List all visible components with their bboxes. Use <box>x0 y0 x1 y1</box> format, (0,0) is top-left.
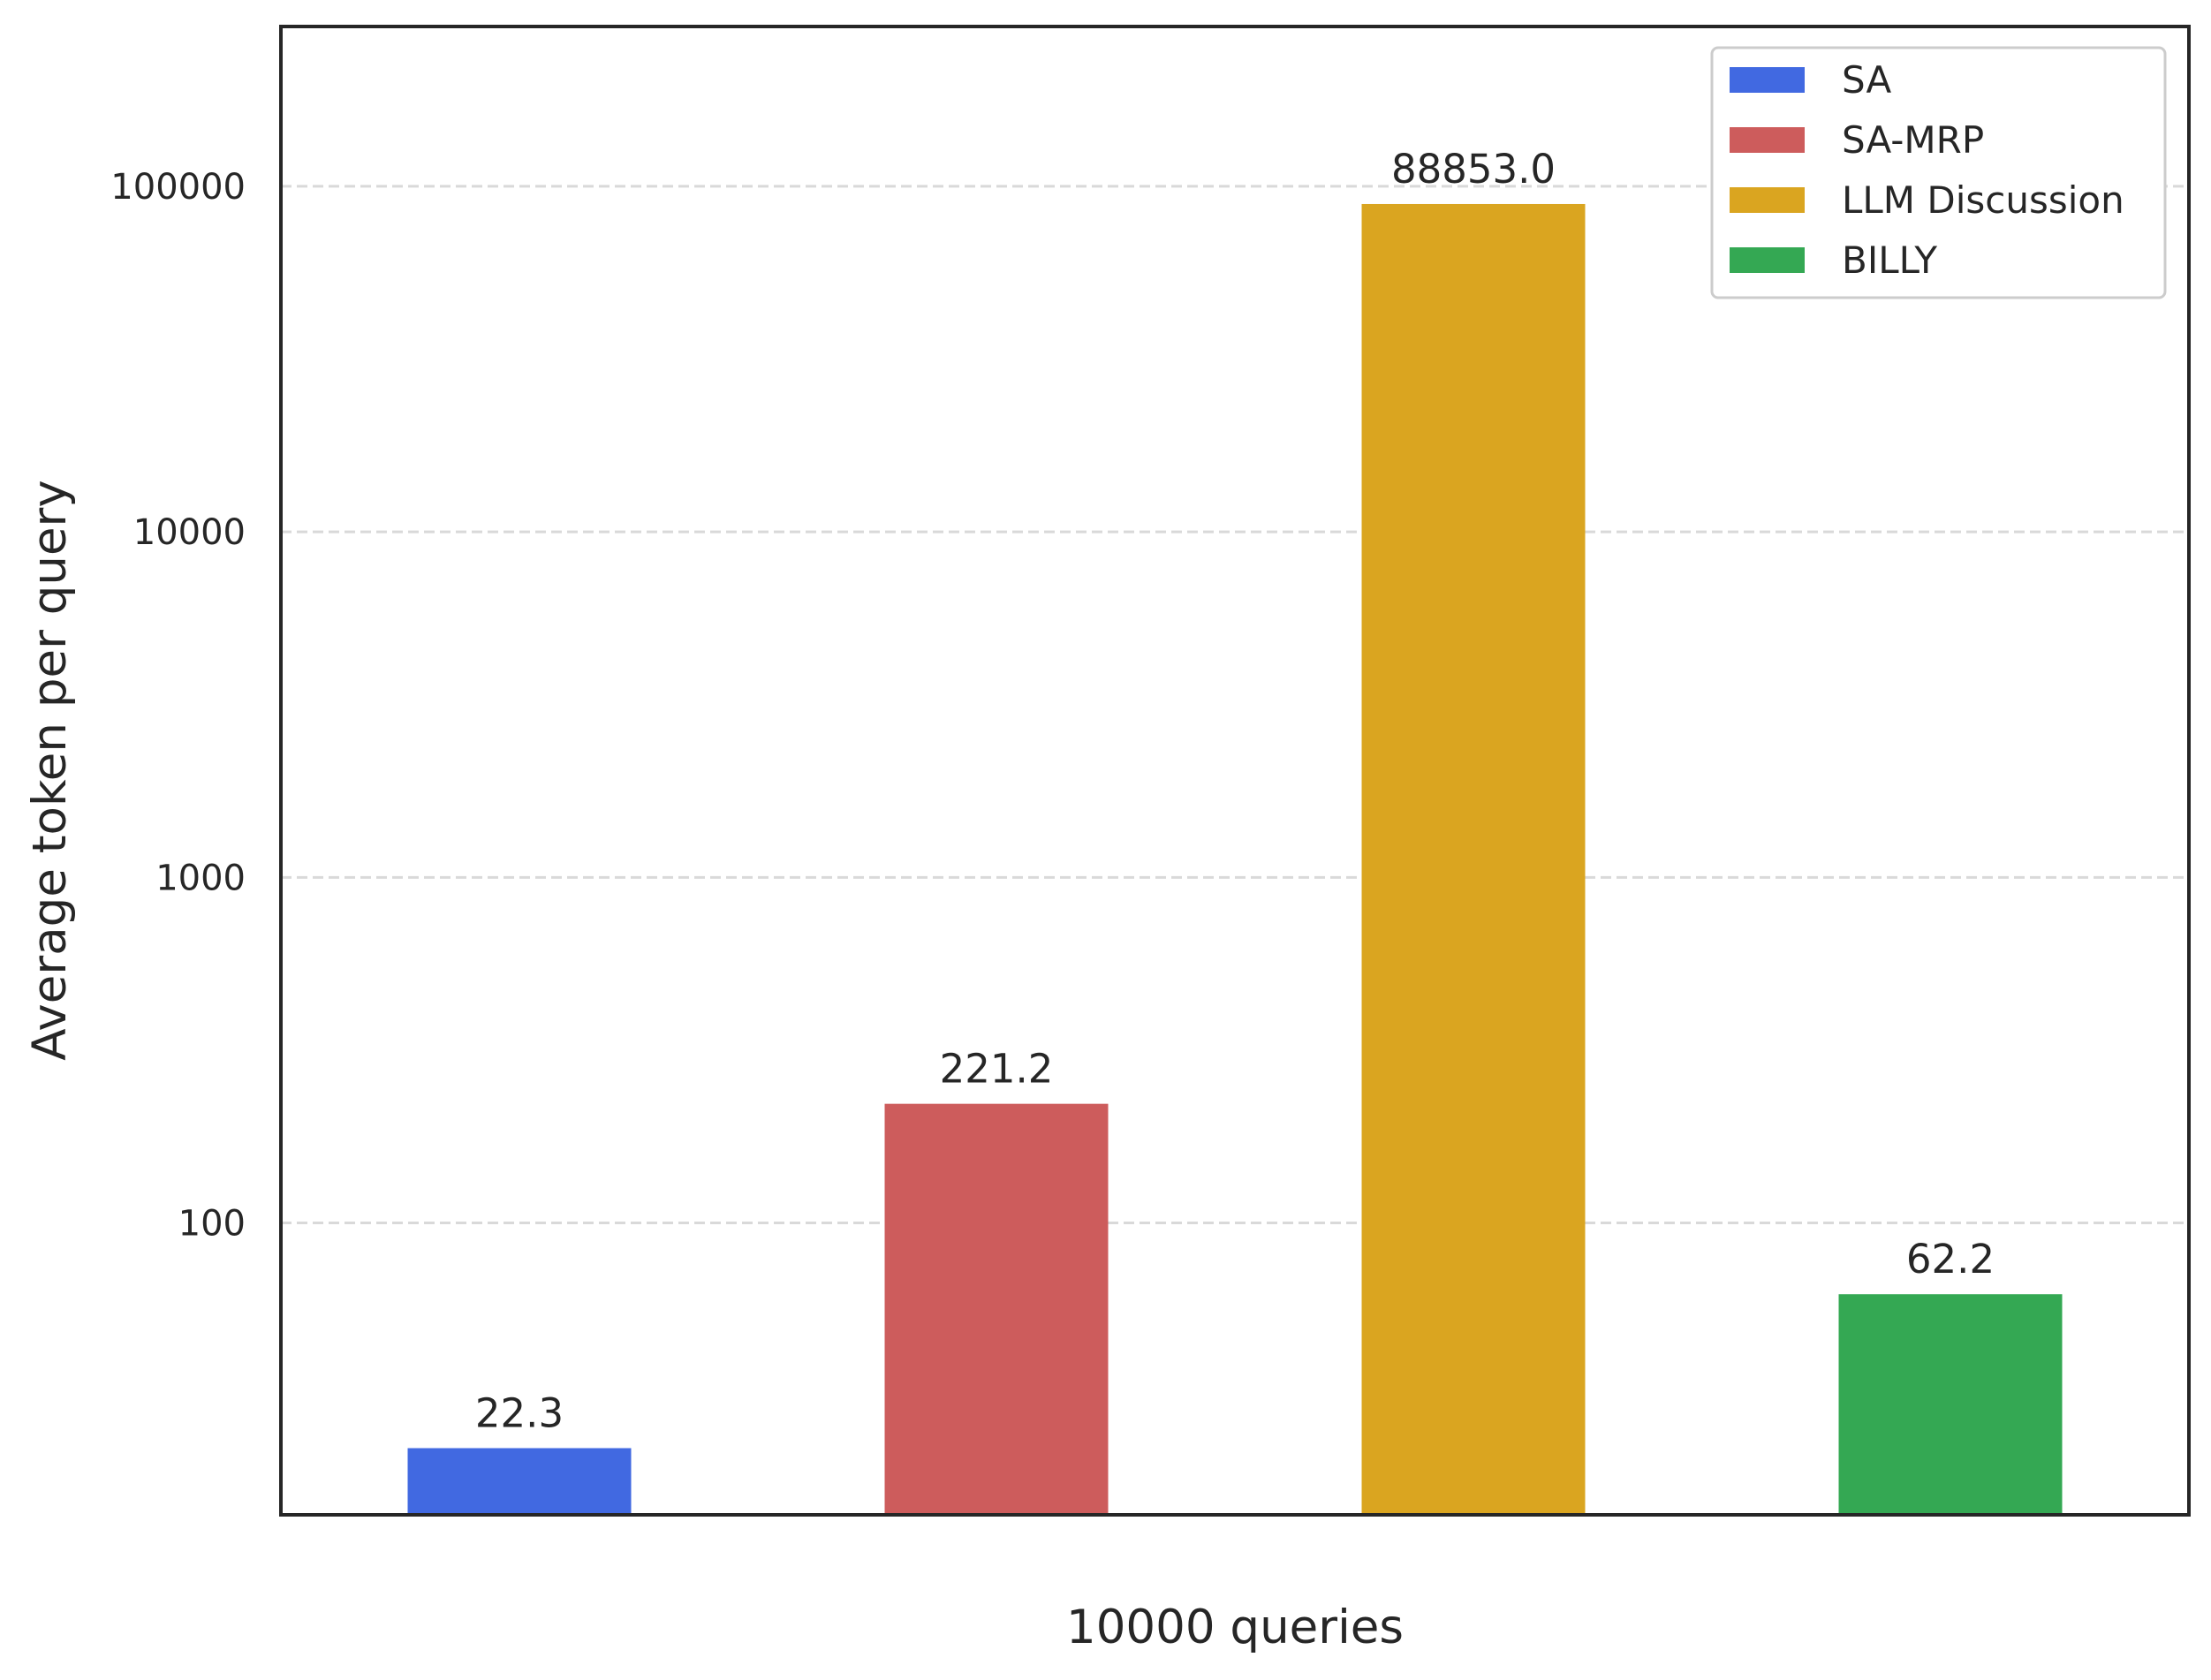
bar <box>884 1103 1109 1515</box>
legend-swatch <box>1730 247 1805 273</box>
y-tick-label: 1000 <box>155 858 246 898</box>
legend-swatch <box>1730 187 1805 213</box>
x-axis-title: 10000 queries <box>1066 1601 1404 1654</box>
y-tick-label: 100000 <box>110 167 246 208</box>
legend-label: BILLY <box>1842 238 1937 282</box>
legend-label: LLM Discussion <box>1842 178 2124 222</box>
bar <box>1361 203 1586 1516</box>
y-gridlines <box>281 185 2189 1225</box>
bar-value-label: 22.3 <box>475 1390 564 1437</box>
legend-swatch <box>1730 127 1805 153</box>
bar-value-label: 88853.0 <box>1391 146 1556 193</box>
legend-swatch <box>1730 67 1805 93</box>
plot-frame <box>279 25 2191 1517</box>
y-axis-ticks: 100 1000 10000 100000 <box>110 167 246 1245</box>
y-tick-label: 10000 <box>133 512 246 553</box>
bar <box>407 1448 632 1515</box>
bar-value-label: 221.2 <box>940 1046 1054 1093</box>
bar <box>1838 1294 2063 1515</box>
legend-label: SA-MRP <box>1842 118 1984 162</box>
legend-label: SA <box>1842 58 1891 102</box>
bar-value-label: 62.2 <box>1906 1236 1995 1283</box>
bar-value-labels: 22.3 221.2 88853.0 62.2 <box>475 146 1995 1437</box>
legend: SA SA-MRP LLM Discussion BILLY <box>1710 46 2167 299</box>
y-tick-label: 100 <box>178 1204 246 1245</box>
bars <box>407 203 2063 1516</box>
y-axis-title: Average token per query <box>23 480 77 1060</box>
legend-box <box>1710 46 2167 299</box>
